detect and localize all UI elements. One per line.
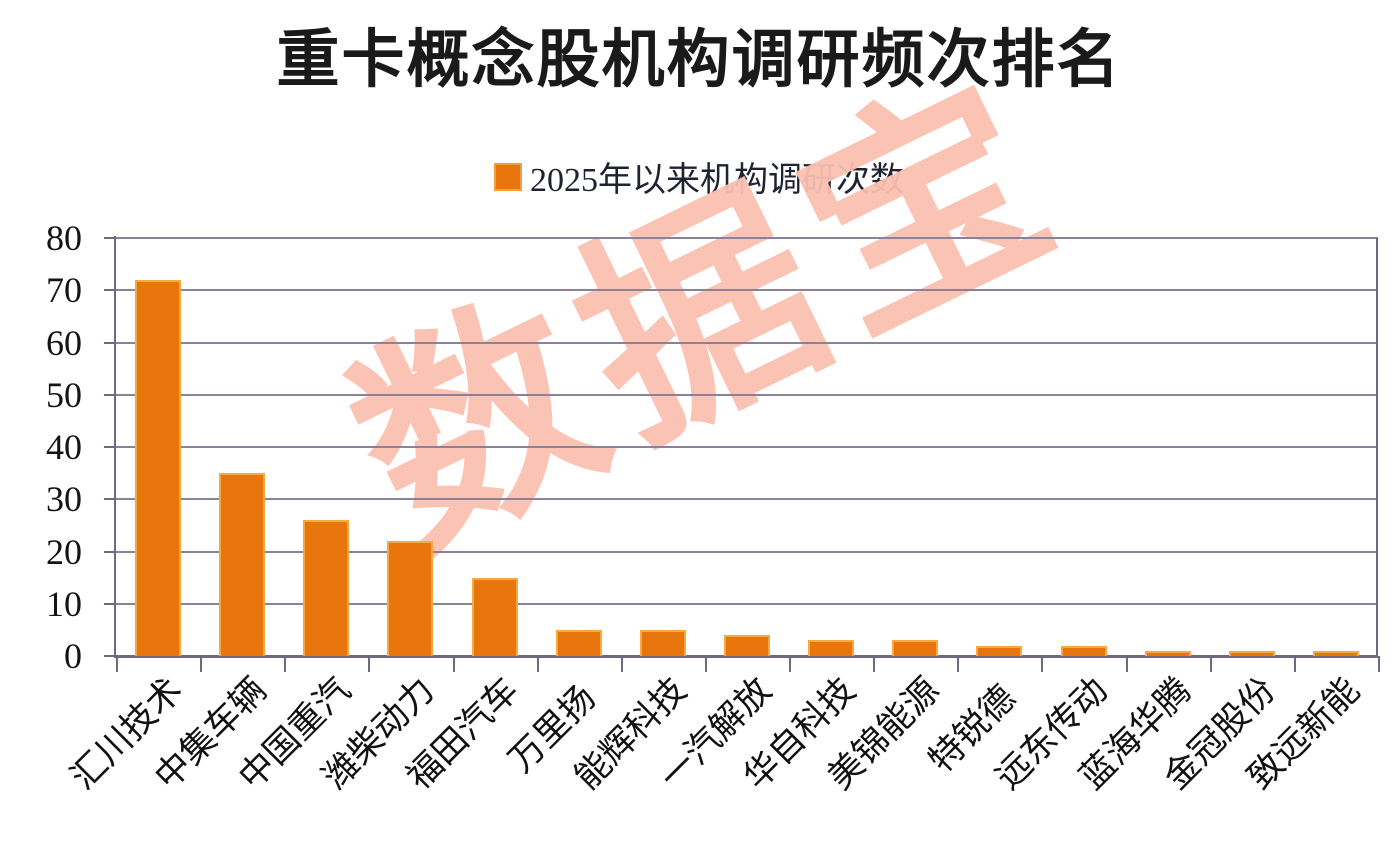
category-tick [452,656,455,672]
gridline [116,341,1378,344]
y-tick-label: 70 [46,270,82,311]
chart-legend: 2025年以来机构调研次数 [0,152,1398,201]
category-tick [1293,656,1296,672]
category-tick [368,656,371,672]
y-tick-mark [104,602,116,605]
y-tick-mark [104,446,116,448]
gridline [116,550,1378,553]
y-tick-mark [104,393,116,396]
y-tick-label: 50 [46,374,82,415]
bar-slot [873,238,957,656]
category-tick [957,656,960,672]
y-tick-label: 30 [46,479,82,520]
bar[interactable] [555,629,602,656]
bar[interactable] [723,635,770,656]
bar[interactable] [808,640,855,656]
y-tick-label: 60 [46,322,82,363]
category-tick [789,656,792,672]
bar-slot [957,238,1041,656]
gridline [116,602,1378,605]
x-axis-line [114,655,1378,658]
category-tick [1209,656,1212,672]
y-tick-mark [104,237,116,239]
gridline [116,237,1378,239]
bar[interactable] [219,473,266,656]
bar[interactable] [639,629,686,656]
bar[interactable] [892,640,939,656]
category-tick [1041,656,1044,672]
gridline [116,498,1378,501]
bar[interactable] [471,577,518,656]
bar[interactable] [1144,650,1191,656]
y-tick-label: 80 [46,218,82,258]
y-tick-mark [104,655,116,657]
bar-slot [116,238,200,656]
bar[interactable] [976,645,1023,656]
category-tick [873,656,876,672]
category-tick [200,656,203,672]
y-tick-mark [104,289,116,292]
y-tick-label: 0 [64,636,82,676]
bar-slot [1041,238,1125,656]
y-tick-mark [104,341,116,344]
category-tick [704,656,707,672]
bar-slot [1294,238,1378,656]
page-title: 重卡概念股机构调研频次排名 [276,25,1122,95]
gridline [116,446,1378,448]
y-tick-label: 40 [46,427,82,467]
bar[interactable] [1312,650,1359,656]
bar[interactable] [303,520,350,656]
bar-slot [453,238,537,656]
y-tick-label: 10 [46,583,82,624]
gridline [116,393,1378,396]
bar-slot [1210,238,1294,656]
category-tick [1378,656,1380,672]
bar-slot [537,238,621,656]
bar[interactable] [135,279,182,656]
y-tick-mark [104,550,116,553]
bar-slot [368,238,452,656]
gridline [116,289,1378,292]
bar-slot [705,238,789,656]
bar[interactable] [1060,645,1107,656]
bar[interactable] [1228,650,1275,656]
bar-slot [789,238,873,656]
category-tick [536,656,539,672]
bar-slot [200,238,284,656]
legend-color-swatch [494,162,522,191]
y-tick-label: 20 [46,531,82,572]
category-tick [620,656,623,672]
bar[interactable] [387,541,434,656]
category-tick [284,656,287,672]
y-axis-line [114,236,116,658]
bar-slot [621,238,705,656]
bar-slot [1126,238,1210,656]
category-tick [116,656,118,672]
plot-right-border [1376,238,1378,658]
y-tick-mark [104,498,116,501]
bar-slot [284,238,368,656]
category-tick [1125,656,1128,672]
legend-item-label: 2025年以来机构调研次数 [530,162,904,199]
bar-series [116,238,1378,656]
